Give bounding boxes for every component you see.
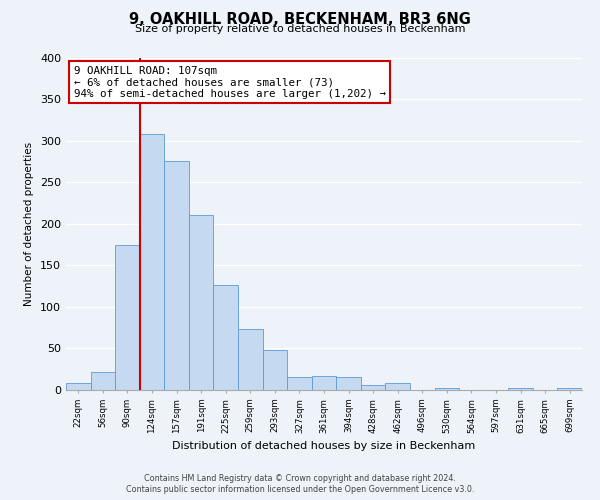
Text: 9 OAKHILL ROAD: 107sqm
← 6% of detached houses are smaller (73)
94% of semi-deta: 9 OAKHILL ROAD: 107sqm ← 6% of detached …: [74, 66, 386, 99]
Bar: [336, 376, 361, 390]
Bar: [312, 376, 336, 390]
Bar: [361, 385, 385, 390]
X-axis label: Distribution of detached houses by size in Beckenham: Distribution of detached houses by size …: [172, 441, 476, 451]
Bar: [164, 160, 189, 390]
Y-axis label: Number of detached properties: Number of detached properties: [25, 142, 34, 306]
Bar: [140, 134, 164, 390]
Bar: [91, 372, 115, 390]
Bar: [238, 330, 263, 390]
Text: 9, OAKHILL ROAD, BECKENHAM, BR3 6NG: 9, OAKHILL ROAD, BECKENHAM, BR3 6NG: [129, 12, 471, 28]
Bar: [508, 388, 533, 390]
Bar: [263, 350, 287, 390]
Text: Size of property relative to detached houses in Beckenham: Size of property relative to detached ho…: [135, 24, 465, 34]
Bar: [189, 214, 214, 390]
Bar: [385, 382, 410, 390]
Text: Contains HM Land Registry data © Crown copyright and database right 2024.
Contai: Contains HM Land Registry data © Crown c…: [126, 474, 474, 494]
Bar: [66, 384, 91, 390]
Bar: [557, 388, 582, 390]
Bar: [214, 286, 238, 390]
Bar: [115, 246, 140, 390]
Bar: [434, 388, 459, 390]
Bar: [287, 376, 312, 390]
